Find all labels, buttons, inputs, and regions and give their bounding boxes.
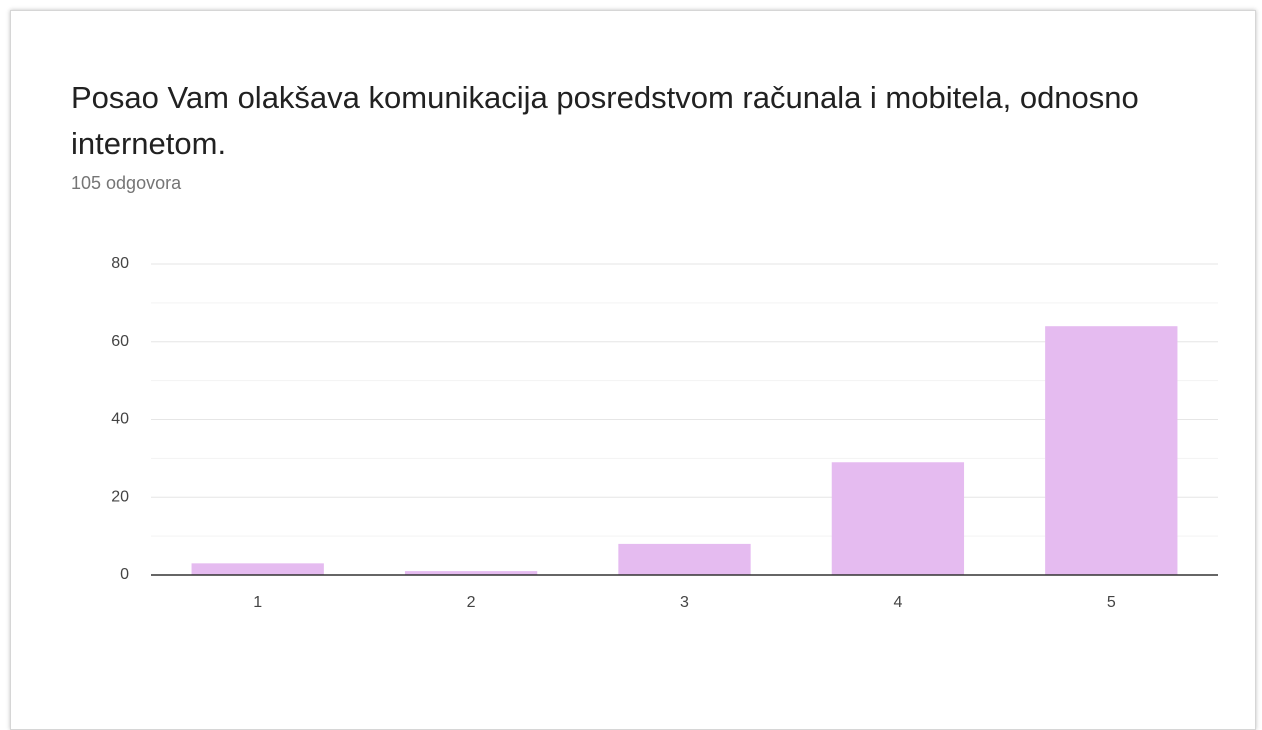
y-tick-label: 80 (111, 255, 129, 272)
y-tick-label: 20 (111, 488, 129, 505)
y-tick-label: 60 (111, 333, 129, 350)
bar (831, 462, 965, 575)
x-tick-label: 3 (680, 594, 689, 611)
x-tick-label: 2 (467, 594, 476, 611)
bar (618, 543, 751, 575)
y-tick-label: 40 (111, 411, 129, 428)
bar (1045, 326, 1178, 575)
y-tick-label: 0 (120, 566, 129, 583)
x-tick-label: 4 (893, 594, 902, 611)
chart-title: Posao Vam olakšava komunikacija posredst… (71, 80, 1139, 161)
bar (191, 563, 324, 575)
x-tick-label: 1 (253, 594, 262, 611)
x-tick-label: 5 (1107, 594, 1116, 611)
bar (404, 571, 538, 575)
chart-subtitle: 105 odgovora (71, 173, 182, 193)
